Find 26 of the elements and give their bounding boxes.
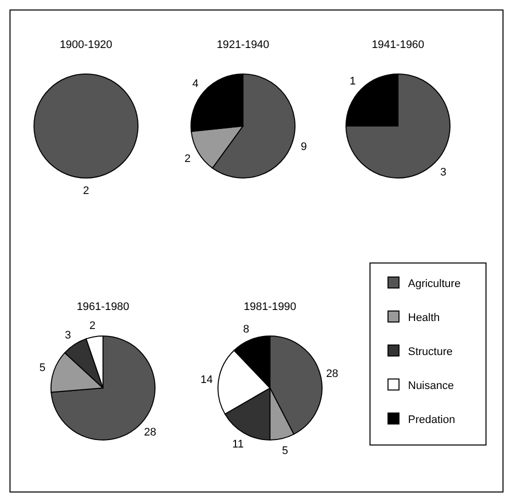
legend-label: Health [408,312,440,324]
data-label: 28 [144,426,156,438]
data-label: 14 [200,374,213,386]
data-label: 3 [440,166,446,178]
chart-title: 1921-1940 [216,39,270,51]
data-label: 2 [89,320,96,332]
text: 1981-1990 [244,301,296,313]
chart-title: 1941-1960 [372,39,424,51]
data-label: 9 [300,140,307,153]
chart-title: 1961-1980 [76,301,130,313]
pie-slice [346,74,450,178]
legend-label: Agriculture [408,278,461,290]
legend-label: Predation [408,414,456,426]
data-label: 11 [232,438,244,450]
legend-label: Nuisance [408,380,454,392]
data-label: 1 [350,76,356,88]
data-label: 28 [326,368,338,380]
data-label: 5 [282,445,288,458]
data-label: 5 [39,362,46,374]
data-label: 4 [192,78,198,90]
chart-title: 1900-1920 [60,39,112,51]
data-label: 3 [64,329,72,342]
data-label: 2 [184,153,191,165]
legend-label: Structure [408,346,453,358]
data-label: 8 [243,324,250,336]
data-label: 2 [82,185,90,197]
